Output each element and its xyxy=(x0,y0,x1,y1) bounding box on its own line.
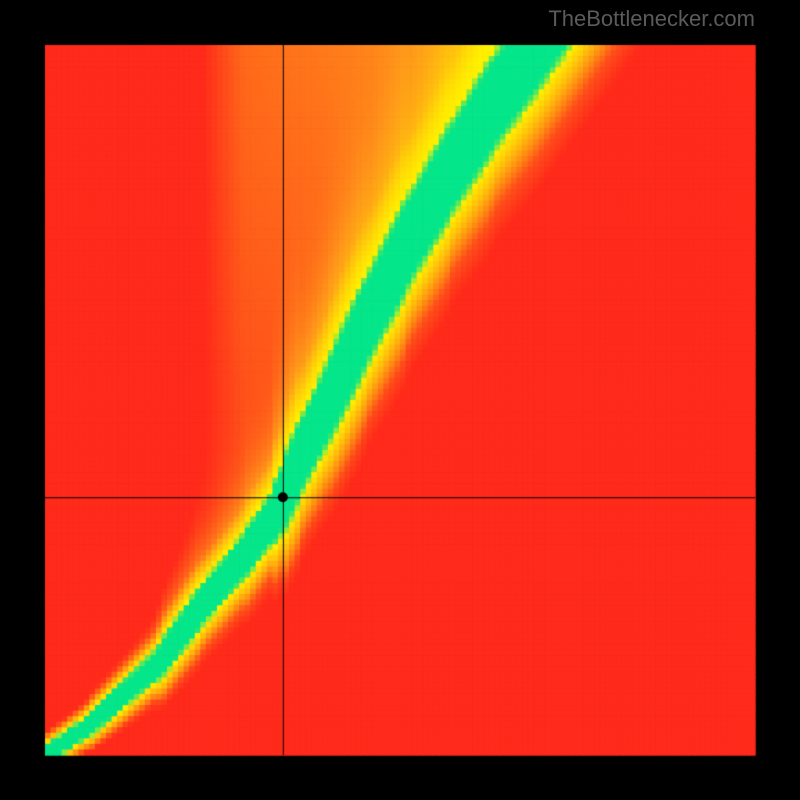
chart-container: { "watermark": { "text": "TheBottlenecke… xyxy=(0,0,800,800)
watermark-text: TheBottlenecker.com xyxy=(548,6,755,32)
bottleneck-heatmap xyxy=(0,0,800,800)
